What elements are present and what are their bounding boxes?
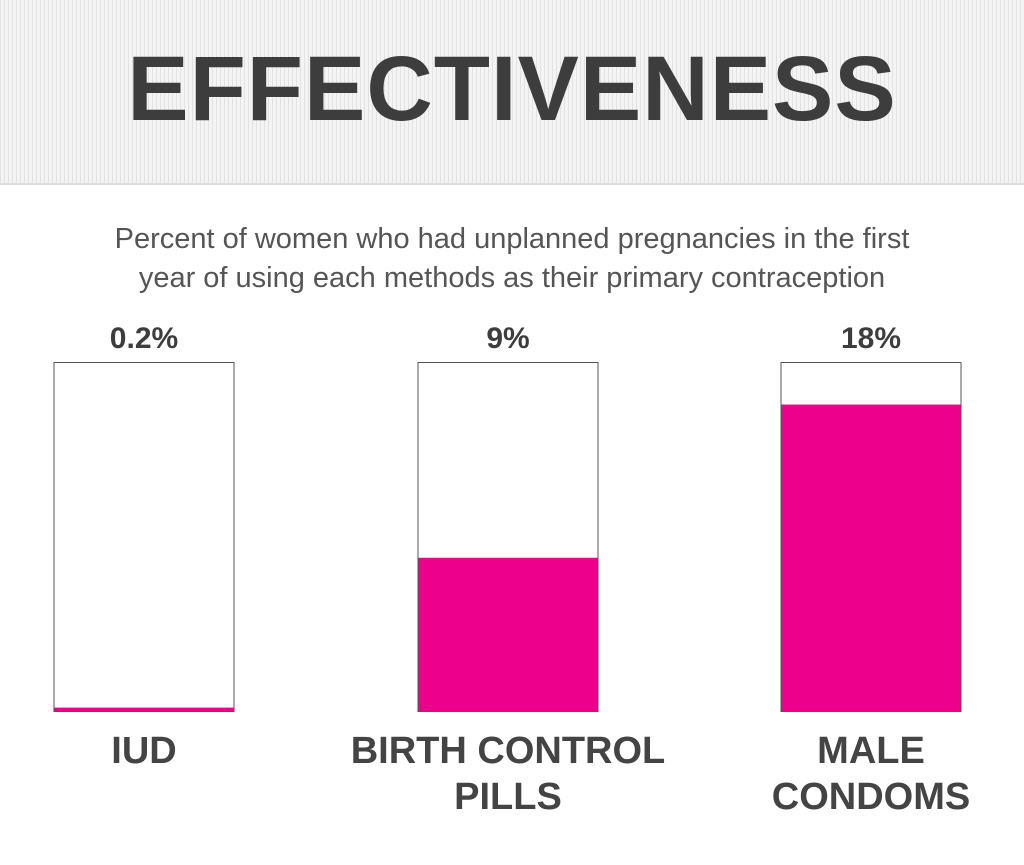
category-label-3-line-2: CONDOMS xyxy=(772,776,970,818)
data-label-2: 9% xyxy=(486,322,529,355)
bar-3 xyxy=(781,404,961,711)
data-label-1: 0.2% xyxy=(110,322,178,355)
chart-subtitle: Percent of women who had unplanned pregn… xyxy=(60,220,964,298)
page-title: EFFECTIVENESS xyxy=(127,38,897,140)
category-label-1-line-1: IUD xyxy=(111,730,176,772)
category-label-3-line-1: MALE xyxy=(817,730,925,772)
subtitle-line-2: year of using each methods as their prim… xyxy=(138,262,886,294)
bar-1 xyxy=(54,707,234,711)
bar-2 xyxy=(418,557,598,711)
subtitle-line-1: Percent of women who had unplanned pregn… xyxy=(114,223,910,255)
category-label-2-line-2: PILLS xyxy=(454,776,562,818)
bar-frame-1 xyxy=(53,362,235,712)
category-label-2-line-1: BIRTH CONTROL xyxy=(351,730,666,772)
data-label-3: 18% xyxy=(841,322,901,355)
header-banner xyxy=(0,0,1024,185)
